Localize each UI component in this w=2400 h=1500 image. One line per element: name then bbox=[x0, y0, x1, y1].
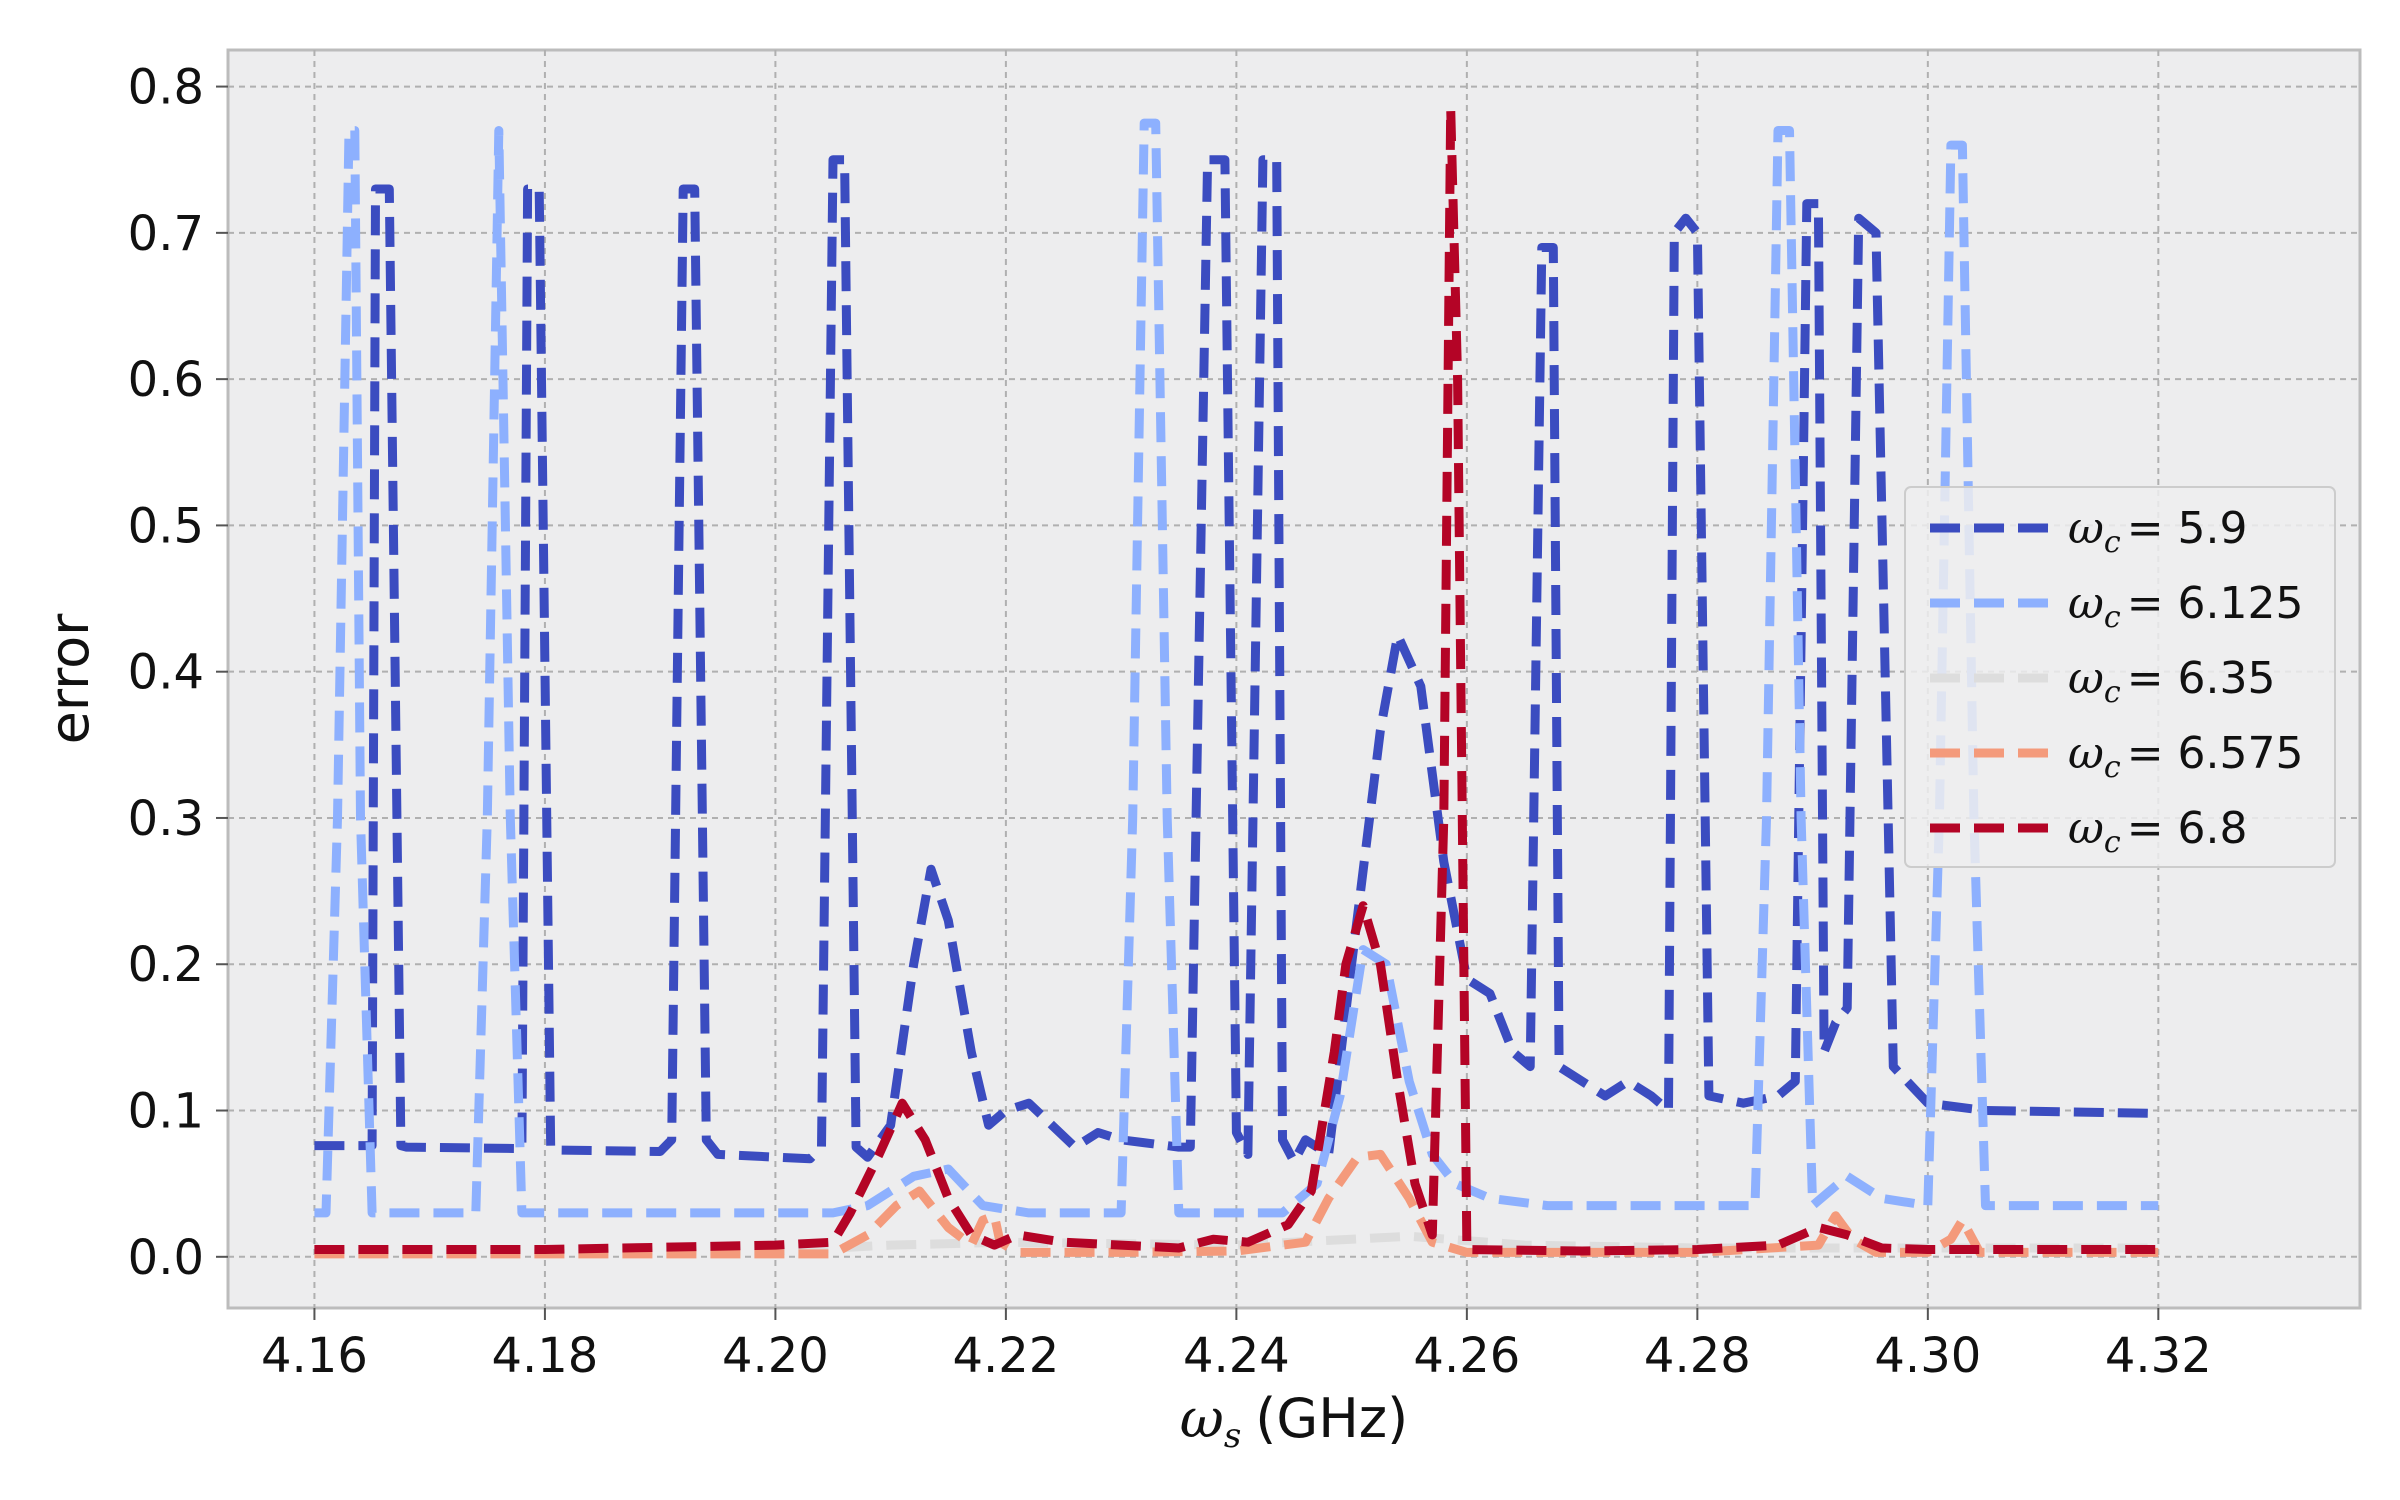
x-axis-label-symbol: ω bbox=[1180, 1387, 1224, 1450]
x-axis-label-subscript: s bbox=[1224, 1416, 1241, 1456]
y-tick-label: 0.7 bbox=[128, 206, 204, 262]
x-tick-label: 4.32 bbox=[2105, 1328, 2212, 1384]
x-tick-label: 4.30 bbox=[1874, 1328, 1981, 1384]
y-axis-label: error bbox=[38, 613, 101, 745]
legend-entry: ωc = 6.125 bbox=[2068, 578, 2304, 635]
x-tick-label: 4.22 bbox=[952, 1328, 1059, 1384]
x-tick-label: 4.16 bbox=[261, 1328, 368, 1384]
y-tick-label: 0.2 bbox=[128, 937, 204, 993]
x-axis-label-unit: (GHz) bbox=[1255, 1387, 1408, 1450]
x-axis-label: ωs (GHz) bbox=[1180, 1387, 1408, 1456]
y-tick-label: 0.5 bbox=[128, 498, 204, 554]
y-tick-label: 0.1 bbox=[128, 1084, 204, 1140]
y-tick-label: 0.6 bbox=[128, 352, 204, 408]
series-line-1 bbox=[314, 155, 2159, 1167]
legend-box bbox=[1904, 486, 2336, 868]
x-tick-label: 4.20 bbox=[722, 1328, 829, 1384]
series-layer bbox=[314, 104, 2159, 1259]
y-tick-label: 0.3 bbox=[128, 791, 204, 847]
legend-entry: ωc = 6.8 bbox=[2068, 803, 2248, 860]
legend-entry: ωc = 5.9 bbox=[2068, 503, 2248, 560]
x-tick-label: 4.28 bbox=[1644, 1328, 1751, 1384]
legend: ωc = 5.9 ωc = 6.125 ωc = 6.35 ωc = 6.575 ωc = 6.8 bbox=[1904, 486, 2336, 868]
axis-ticks: 4.16 4.18 4.20 4.22 4.24 4.26 4.28 4.30 4.32 0.0 0… bbox=[128, 60, 2212, 1384]
y-tick-label: 0.4 bbox=[128, 645, 204, 701]
legend-entry: ωc = 6.35 bbox=[2068, 653, 2276, 710]
legend-entry: ωc = 6.575 bbox=[2068, 728, 2304, 785]
y-tick-label: 0.8 bbox=[128, 60, 204, 116]
y-tick-label: 0.0 bbox=[128, 1230, 204, 1286]
series-line-5 bbox=[314, 104, 2159, 1256]
x-tick-label: 4.24 bbox=[1183, 1328, 1290, 1384]
x-tick-label: 4.26 bbox=[1413, 1328, 1520, 1384]
series-line-2 bbox=[314, 118, 2159, 1218]
x-tick-label: 4.18 bbox=[491, 1328, 598, 1384]
